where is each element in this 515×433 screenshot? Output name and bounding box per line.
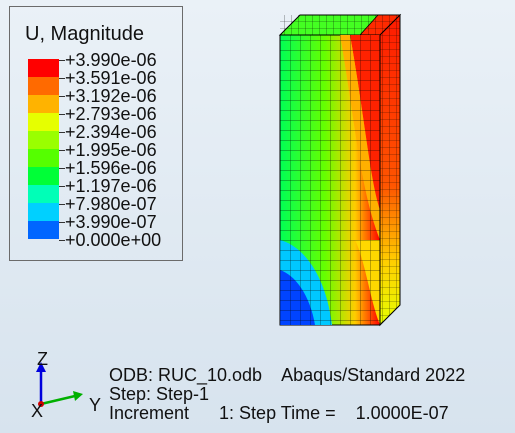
legend-swatch [28, 113, 59, 131]
legend-labels: +3.990e-06 +3.591e-06 +3.192e-06 +2.793e-06… [58, 51, 162, 250]
legend-value: +3.192e-06 [58, 87, 161, 105]
legend-value: +2.394e-06 [58, 123, 161, 141]
axis-triad [36, 362, 83, 407]
legend-value: +1.596e-06 [58, 159, 161, 177]
legend-value: +1.995e-06 [58, 141, 161, 159]
legend-swatch [28, 203, 59, 221]
increment-line: Increment 1: Step Time = 1.0000E-07 [109, 403, 449, 423]
legend-swatch [28, 221, 59, 239]
model-front-face [279, 34, 381, 326]
legend-swatch [28, 149, 59, 167]
legend-value: +3.990e-07 [58, 213, 161, 231]
legend-title: U, Magnitude [25, 23, 144, 45]
triad-x-label: X [31, 401, 44, 421]
triad-y-label: Y [89, 395, 102, 415]
y-axis-arrow-icon [73, 391, 83, 401]
legend-value: +2.793e-06 [58, 105, 161, 123]
legend-value: +1.197e-06 [58, 177, 161, 195]
legend-swatches [28, 59, 59, 239]
step-line: Step: Step-1 [109, 384, 210, 404]
odb-line: ODB: RUC_10.odb Abaqus/Standard 2022 [109, 365, 466, 385]
x-axis-dot-icon [38, 401, 44, 407]
legend-swatch [28, 59, 59, 77]
legend-swatch [28, 167, 59, 185]
triad-z-label: Z [37, 349, 48, 369]
model-side-face [379, 13, 401, 327]
z-axis-arrow-icon [36, 362, 46, 372]
contour-legend: U, Magnitude +3.990e-06 +3.591e-06 +3.192e… [9, 6, 183, 261]
job-info: ODB: RUC_10.odb Abaqus/Standard 2022 Ste… [109, 366, 465, 423]
model-viewport[interactable] [270, 0, 515, 360]
legend-swatch [28, 77, 59, 95]
legend-value: +7.980e-07 [58, 195, 161, 213]
legend-swatch [28, 95, 59, 113]
legend-value: +3.990e-06 [58, 51, 161, 69]
legend-swatch [28, 185, 59, 203]
legend-swatch [28, 131, 59, 149]
legend-value: +0.000e+00 [58, 230, 162, 250]
legend-value: +3.591e-06 [58, 69, 161, 87]
